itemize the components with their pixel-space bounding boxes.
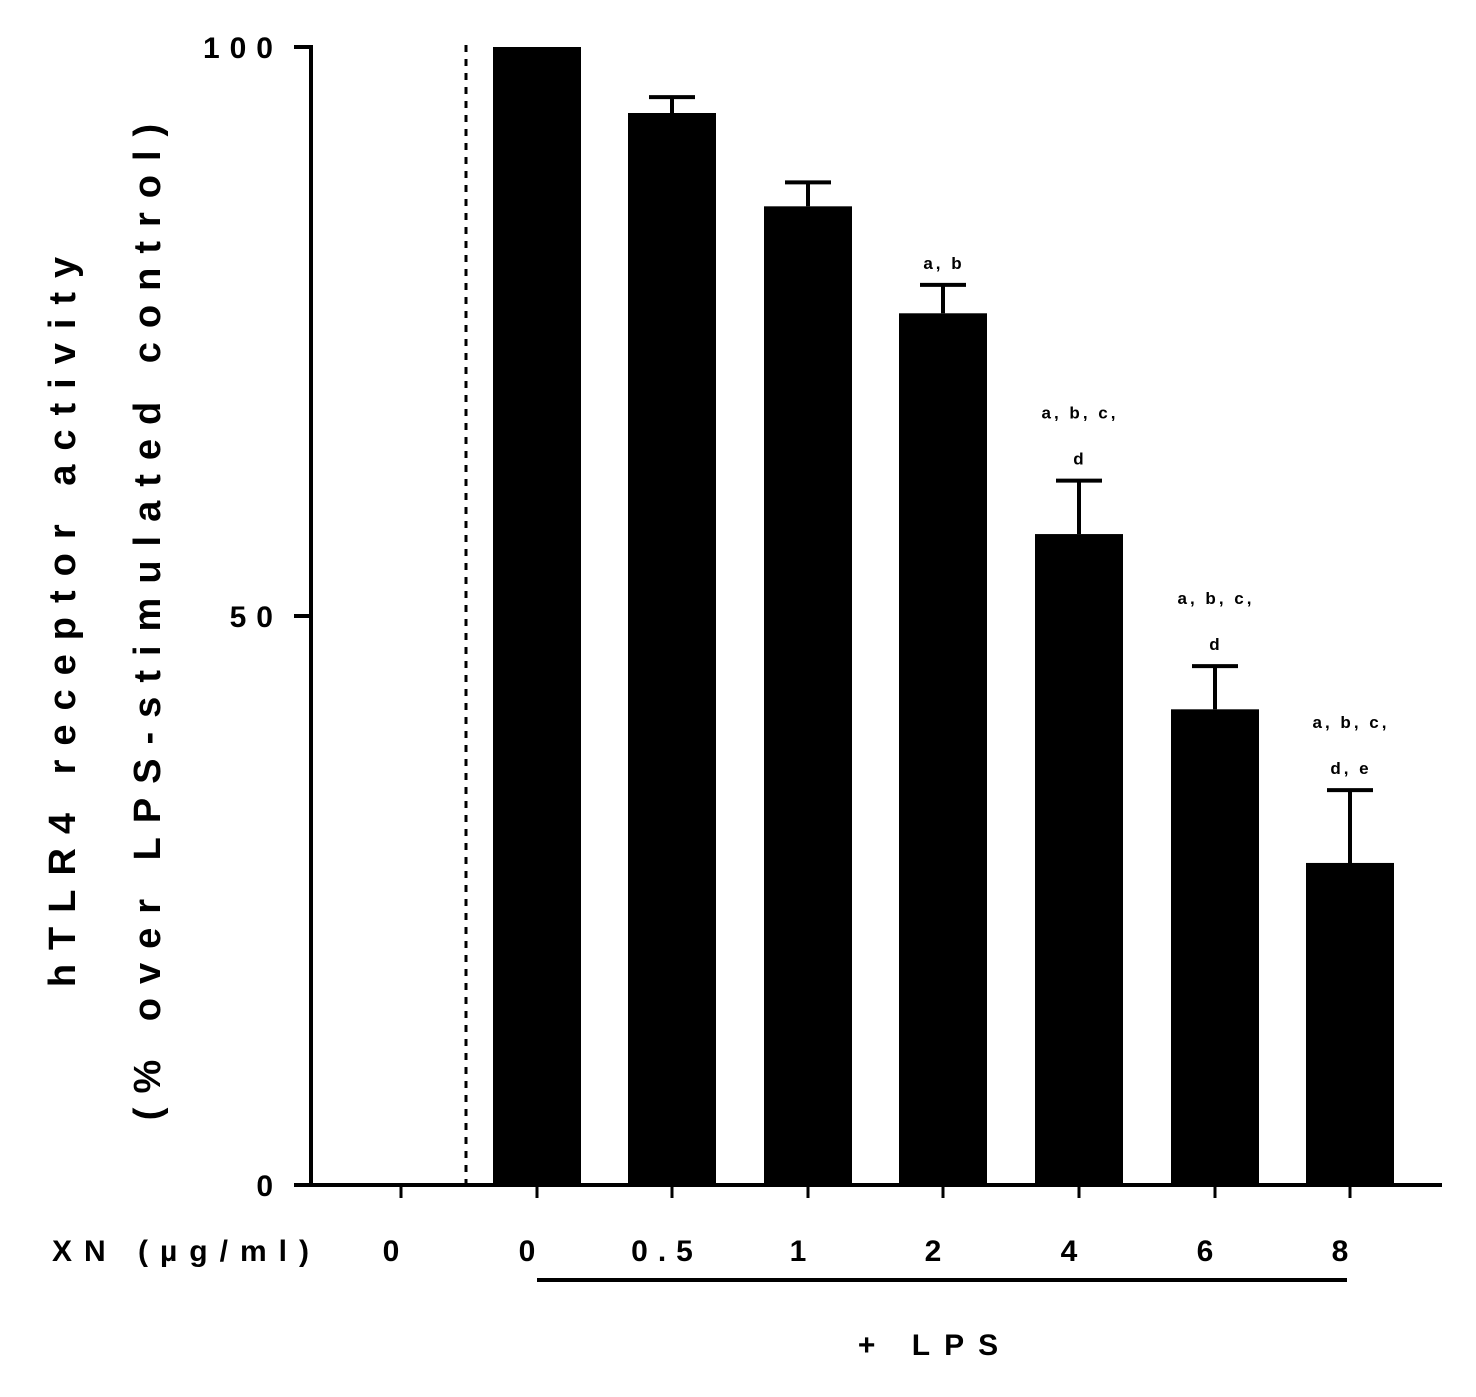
annotation-5-1: d	[1073, 450, 1086, 469]
x-tick-label-1: 0	[519, 1235, 546, 1268]
x-tick-label-2: 0.5	[631, 1235, 703, 1268]
bar-4	[899, 313, 987, 1185]
bar-3	[764, 206, 852, 1185]
x-ticks: 0 0 0.5 1 2 4 6 8	[383, 1185, 1359, 1268]
y-axis-label-line2: (% over LPS-stimulated control)	[127, 110, 169, 1120]
bar-1	[493, 47, 581, 1185]
annotation-5-0: a, b, c,	[1042, 404, 1119, 423]
significance-annotations: a, b a, b, c, d a, b, c, d a, b, c, d, e	[923, 254, 1390, 778]
x-tick-label-4: 2	[925, 1235, 952, 1268]
y-ticks: 0 50 100	[203, 32, 311, 1203]
y-axis-label-line1: hTLR4 receptor activity	[42, 243, 84, 987]
y-tick-label-0: 0	[256, 1170, 283, 1203]
x-tick-label-6: 6	[1197, 1235, 1224, 1268]
x-tick-label-3: 1	[790, 1235, 817, 1268]
axes-layer	[309, 45, 1442, 1282]
x-tick-label-5: 4	[1061, 1235, 1088, 1268]
annotation-4-0: a, b	[923, 254, 964, 273]
y-tick-label-50: 50	[230, 601, 283, 634]
x-tick-label-7: 8	[1332, 1235, 1359, 1268]
bar-6	[1171, 709, 1259, 1185]
annotation-6-0: a, b, c,	[1178, 589, 1255, 608]
annotation-6-1: d	[1209, 635, 1222, 654]
x-tick-label-0: 0	[383, 1235, 410, 1268]
bar-5	[1035, 534, 1123, 1185]
y-tick-label-100: 100	[203, 32, 283, 65]
x-axis-prefix-label: XN (µg/ml)	[52, 1235, 321, 1268]
bar-7	[1306, 862, 1394, 1185]
annotation-7-1: d, e	[1330, 759, 1371, 778]
annotation-7-0: a, b, c,	[1313, 713, 1390, 732]
bar-2	[628, 113, 716, 1185]
lps-group-label: + LPS	[858, 1329, 1012, 1362]
bars-layer	[493, 47, 1394, 1185]
